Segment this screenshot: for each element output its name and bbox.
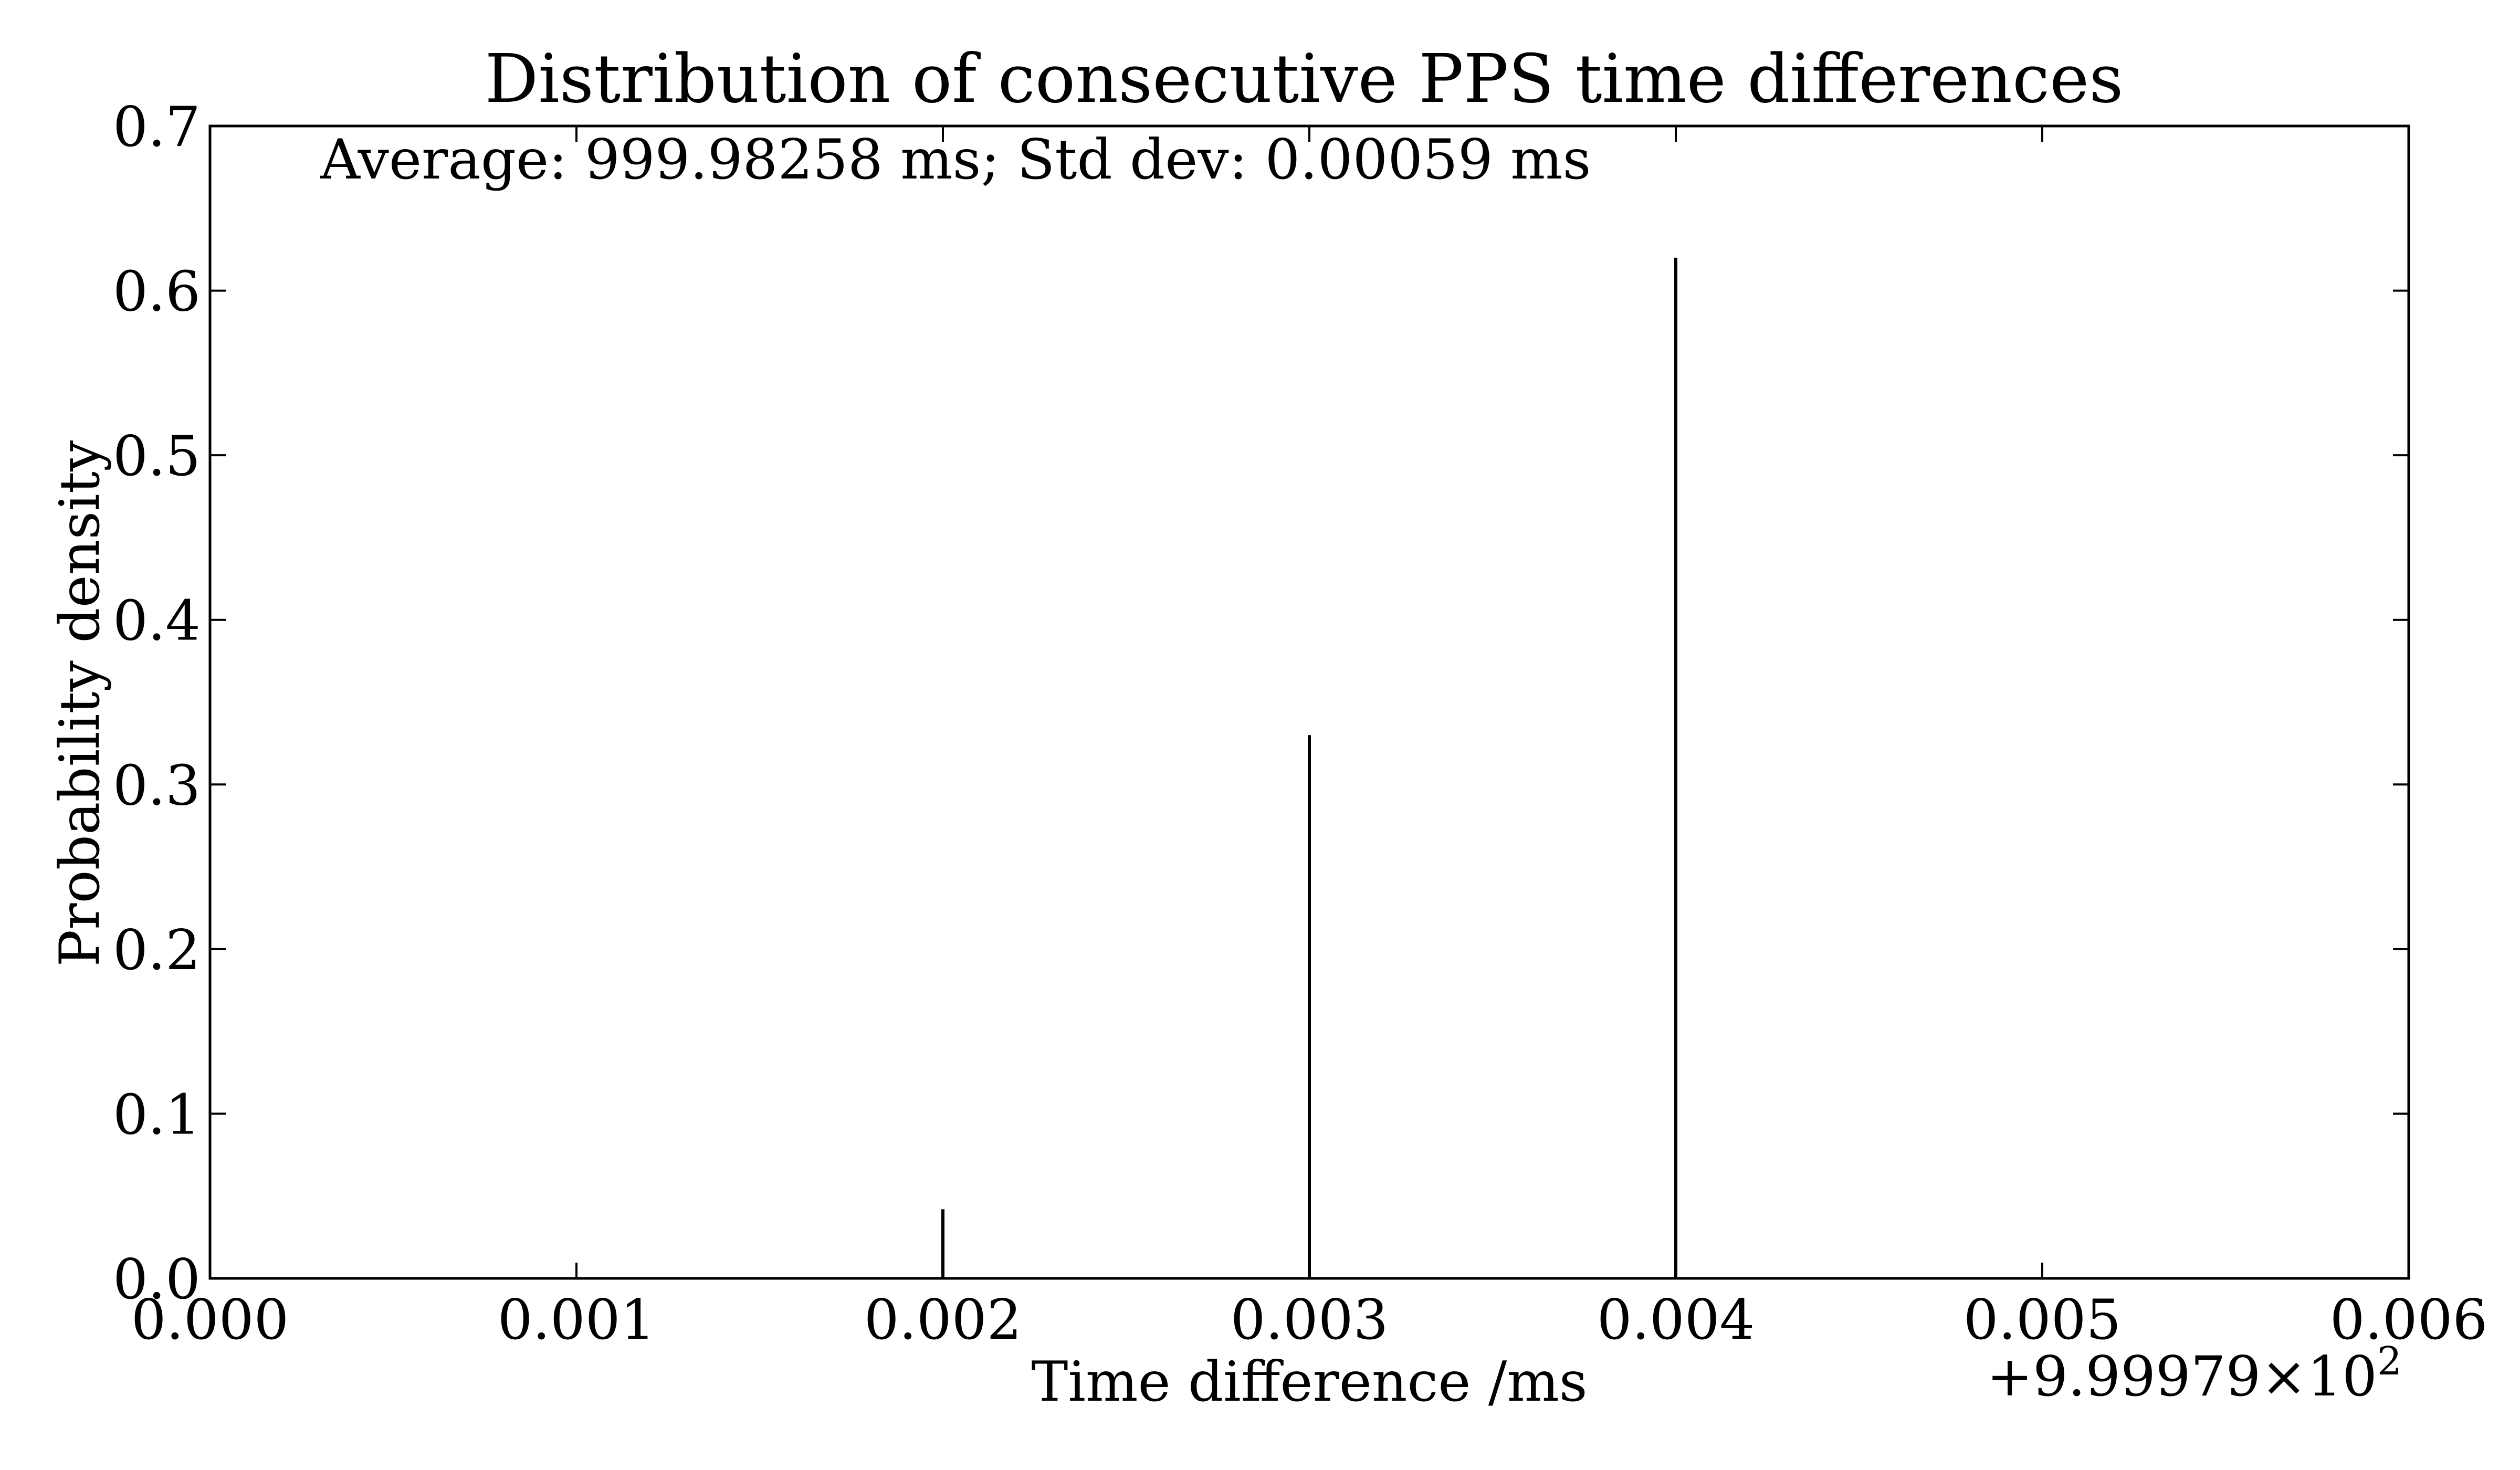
- y-tick-label: 0.1: [113, 1083, 201, 1147]
- x-tick-label: 0.002: [864, 1288, 1022, 1352]
- y-tick-label: 0.3: [113, 753, 201, 817]
- x-tick-label: 0.001: [498, 1288, 656, 1352]
- y-tick-label: 0.7: [113, 95, 201, 159]
- x-axis-ticks: 0.000 0.001 0.002 0.003 0.004 0.005 0.006: [131, 126, 2488, 1352]
- x-axis-label: Time difference /ms: [1031, 1350, 1587, 1414]
- y-tick-label: 0.5: [113, 424, 201, 488]
- chart-title: Distribution of consecutive PPS time dif…: [485, 40, 2123, 118]
- x-offset-exponent: 2: [2377, 1339, 2402, 1384]
- y-tick-label: 0.6: [113, 260, 201, 324]
- y-tick-label: 0.4: [113, 589, 201, 653]
- stats-annotation: Average: 999.98258 ms; Std dev: 0.00059 …: [320, 128, 1591, 192]
- x-offset-mantissa: +9.99979×10: [1987, 1345, 2377, 1409]
- bar: [1674, 257, 1677, 1278]
- x-tick-label: 0.000: [131, 1288, 289, 1352]
- y-tick-label: 0.2: [113, 918, 201, 982]
- data-bars: [941, 257, 1677, 1278]
- bar: [941, 1209, 944, 1278]
- x-tick-label: 0.005: [1964, 1288, 2122, 1352]
- x-tick-label: 0.003: [1231, 1288, 1389, 1352]
- y-tick-label: 0.0: [113, 1247, 201, 1311]
- bar: [1308, 735, 1311, 1278]
- x-tick-label: 0.006: [2330, 1288, 2488, 1352]
- y-axis-ticks: 0.0 0.1 0.2 0.3 0.4 0.5 0.6 0.7: [113, 95, 2409, 1311]
- x-offset-label: +9.99979×102: [1987, 1339, 2402, 1409]
- x-tick-label: 0.004: [1597, 1288, 1755, 1352]
- y-axis-label: Probability density: [48, 440, 112, 967]
